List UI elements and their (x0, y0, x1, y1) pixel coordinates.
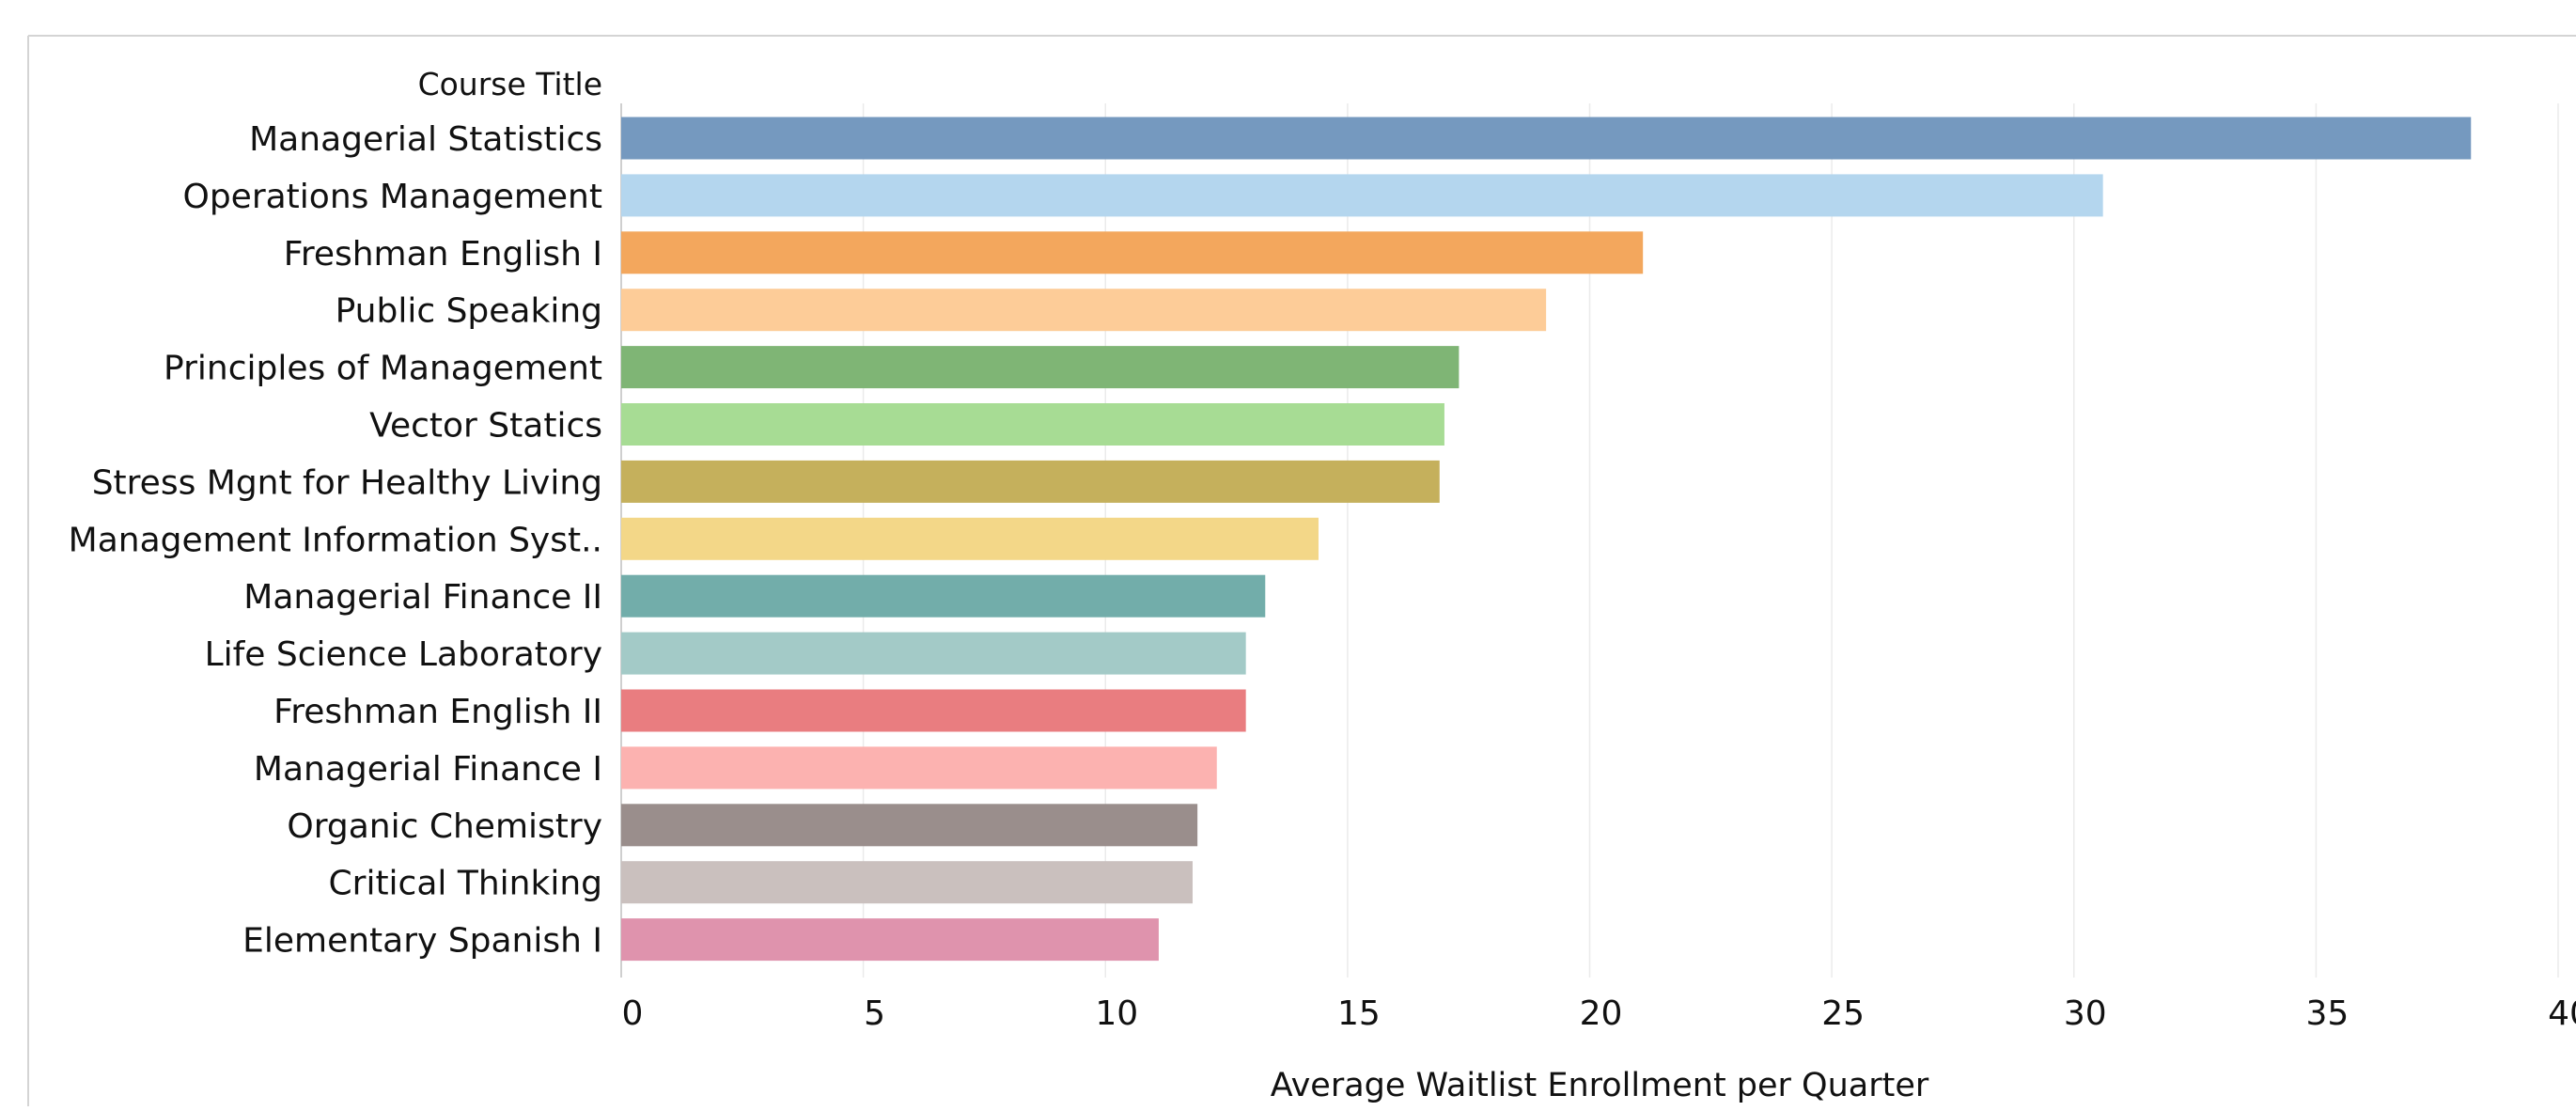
bar[interactable] (621, 289, 1547, 332)
bar[interactable] (621, 689, 1246, 732)
category-label: Management Information Syst.. (69, 521, 602, 559)
x-tick-label: 25 (1821, 994, 1865, 1033)
bar[interactable] (621, 861, 1193, 904)
bars (621, 117, 2472, 962)
category-label: Stress Mgnt for Healthy Living (92, 463, 602, 502)
category-labels: Managerial Statistics Operations Manageme… (69, 120, 602, 961)
category-label: Managerial Finance II (243, 578, 602, 617)
category-label: Operations Management (182, 178, 602, 216)
bar[interactable] (621, 746, 1217, 790)
category-label: Elementary Spanish I (242, 922, 602, 961)
category-label: Managerial Finance I (254, 750, 602, 789)
bar[interactable] (621, 117, 2472, 160)
category-label: Principles of Management (164, 350, 602, 388)
category-label: Freshman English I (284, 235, 602, 274)
row-header-label: Course Title (418, 66, 602, 102)
x-tick-label: 10 (1095, 994, 1138, 1033)
category-label: Organic Chemistry (287, 807, 602, 846)
category-label: Vector Statics (369, 407, 602, 446)
bar[interactable] (621, 346, 1460, 389)
bar[interactable] (621, 403, 1444, 446)
bar[interactable] (621, 574, 1266, 618)
category-label: Freshman English II (273, 693, 602, 731)
x-tick-label: 30 (2064, 994, 2107, 1033)
category-label: Life Science Laboratory (205, 635, 602, 674)
x-tick-label: 20 (1580, 994, 1623, 1033)
x-tick-label: 35 (2305, 994, 2349, 1033)
category-label: Public Speaking (336, 292, 602, 331)
bar[interactable] (621, 517, 1319, 560)
bar[interactable] (621, 918, 1159, 962)
bar[interactable] (621, 174, 2103, 217)
x-axis-title: Average Waitlist Enrollment per Quarter (1271, 1067, 1929, 1104)
category-label: Critical Thinking (329, 865, 603, 903)
x-tick-label: 40 (2548, 994, 2576, 1033)
x-tick-label: 5 (864, 994, 885, 1033)
x-tick-label: 15 (1337, 994, 1381, 1033)
category-label: Managerial Statistics (249, 120, 602, 159)
bar[interactable] (621, 460, 1440, 503)
x-tick-label: 0 (622, 994, 644, 1033)
x-axis: 0 5 10 15 20 25 30 35 40 (622, 994, 2576, 1033)
bar[interactable] (621, 231, 1644, 274)
bar[interactable] (621, 632, 1246, 675)
bar[interactable] (621, 804, 1198, 847)
